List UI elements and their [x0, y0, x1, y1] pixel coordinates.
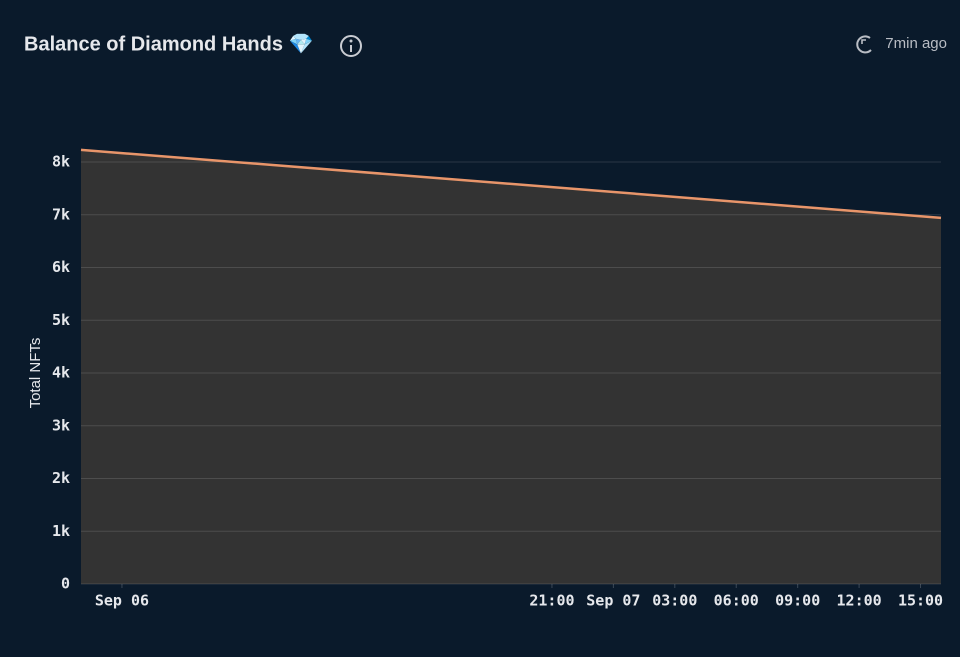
x-tick-label: 06:00 [714, 592, 759, 610]
y-tick-label: 0 [61, 575, 70, 593]
y-axis-label: Total NFTs [27, 338, 44, 409]
y-tick-label: 7k [52, 205, 70, 223]
x-tick-label: Sep 07 [586, 592, 640, 610]
x-tick-label: 15:00 [898, 592, 943, 610]
x-tick-label: 03:00 [652, 592, 697, 610]
x-tick-label: 12:00 [837, 592, 882, 610]
chart-title: Balance of Diamond Hands 💎 [24, 33, 313, 55]
y-tick-label: 2k [52, 469, 70, 487]
x-tick-label: Sep 06 [95, 592, 149, 610]
x-tick-label: 21:00 [529, 592, 574, 610]
y-tick-label: 1k [52, 522, 70, 540]
refresh-icon[interactable] [856, 35, 872, 54]
y-tick-label: 6k [52, 258, 70, 276]
area [81, 149, 941, 584]
info-icon[interactable] [340, 35, 362, 57]
y-tick-label: 4k [52, 364, 70, 382]
y-tick-label: 8k [52, 153, 70, 171]
y-tick-label: 3k [52, 416, 70, 434]
x-tick-label: 09:00 [775, 592, 820, 610]
y-tick-label: 5k [52, 311, 70, 329]
line [80, 148, 942, 220]
updated-time: 7min ago [885, 35, 947, 52]
